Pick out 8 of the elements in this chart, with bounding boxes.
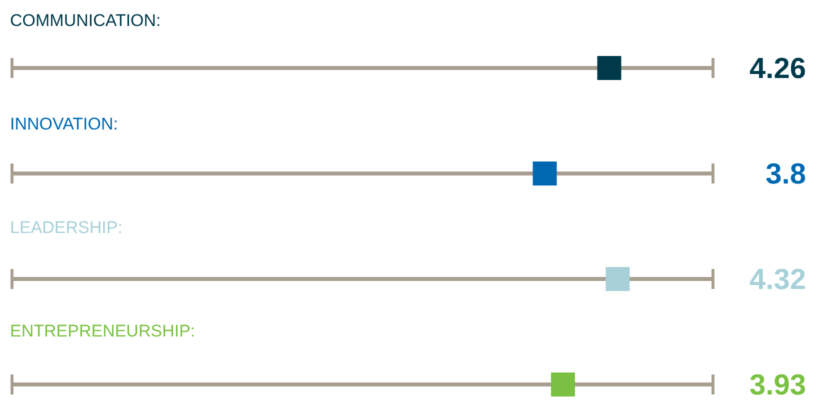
text: LEADERSHIP: bbox=[10, 218, 122, 237]
data-label: 4.26 bbox=[750, 53, 806, 85]
data-label: 3.8 bbox=[766, 158, 806, 190]
text: ENTREPRENEURSHIP: bbox=[10, 322, 196, 340]
text: COMMUNICATION: bbox=[10, 11, 161, 30]
data-label: 3.93 bbox=[750, 370, 806, 402]
text: INNOVATION: bbox=[10, 114, 118, 134]
data-label: 4.32 bbox=[750, 264, 806, 296]
